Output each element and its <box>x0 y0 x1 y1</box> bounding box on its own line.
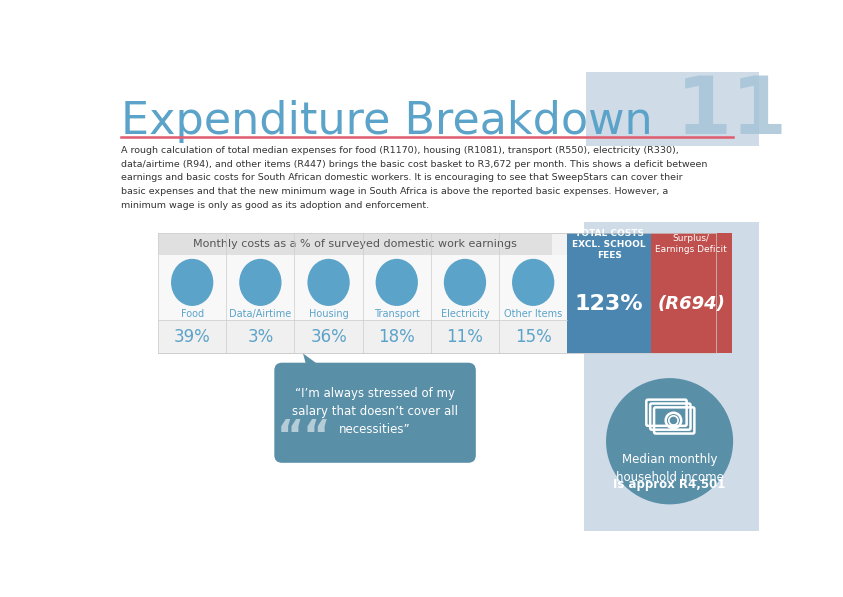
Text: Housing: Housing <box>309 309 348 319</box>
FancyBboxPatch shape <box>158 233 716 353</box>
FancyBboxPatch shape <box>274 363 475 463</box>
FancyBboxPatch shape <box>584 222 759 531</box>
Text: 36%: 36% <box>310 328 347 346</box>
Text: Other Items: Other Items <box>504 309 562 319</box>
Text: Median monthly
household income: Median monthly household income <box>615 453 723 484</box>
Ellipse shape <box>512 259 555 306</box>
Text: 39%: 39% <box>174 328 211 346</box>
Text: 18%: 18% <box>379 328 415 346</box>
Circle shape <box>606 378 733 504</box>
Text: Surplus/
Earnings Deficit: Surplus/ Earnings Deficit <box>655 234 728 254</box>
Text: 11%: 11% <box>447 328 483 346</box>
Text: Monthly costs as a % of surveyed domestic work earnings: Monthly costs as a % of surveyed domesti… <box>193 239 517 249</box>
Text: Transport: Transport <box>373 309 420 319</box>
Ellipse shape <box>308 259 350 306</box>
Text: “I’m always stressed of my
salary that doesn’t cover all
necessities”: “I’m always stressed of my salary that d… <box>292 387 458 436</box>
Text: TOTAL COSTS
EXCL. SCHOOL
FEES: TOTAL COSTS EXCL. SCHOOL FEES <box>572 229 646 260</box>
Text: 123%: 123% <box>575 294 643 314</box>
FancyBboxPatch shape <box>651 233 732 255</box>
Text: Expenditure Breakdown: Expenditure Breakdown <box>121 100 652 143</box>
Text: ““: ““ <box>277 417 331 459</box>
FancyBboxPatch shape <box>567 255 651 353</box>
Text: A rough calculation of total median expenses for food (R1170), housing (R1081), : A rough calculation of total median expe… <box>121 146 707 210</box>
FancyBboxPatch shape <box>651 255 732 353</box>
FancyBboxPatch shape <box>567 233 651 255</box>
FancyBboxPatch shape <box>158 255 567 321</box>
Text: Electricity: Electricity <box>441 309 489 319</box>
Text: 11: 11 <box>675 73 787 150</box>
Text: Data/Airtime: Data/Airtime <box>229 309 292 319</box>
Ellipse shape <box>376 259 418 306</box>
Ellipse shape <box>239 259 282 306</box>
Text: Food: Food <box>180 309 204 319</box>
FancyBboxPatch shape <box>158 233 552 255</box>
Text: 3%: 3% <box>247 328 273 346</box>
Ellipse shape <box>171 259 213 306</box>
Ellipse shape <box>443 259 486 306</box>
FancyBboxPatch shape <box>586 72 759 146</box>
Text: (R694): (R694) <box>658 295 725 313</box>
Text: Is approx R4,501: Is approx R4,501 <box>614 478 726 491</box>
Polygon shape <box>303 353 326 370</box>
Text: 15%: 15% <box>515 328 551 346</box>
FancyBboxPatch shape <box>158 321 567 353</box>
